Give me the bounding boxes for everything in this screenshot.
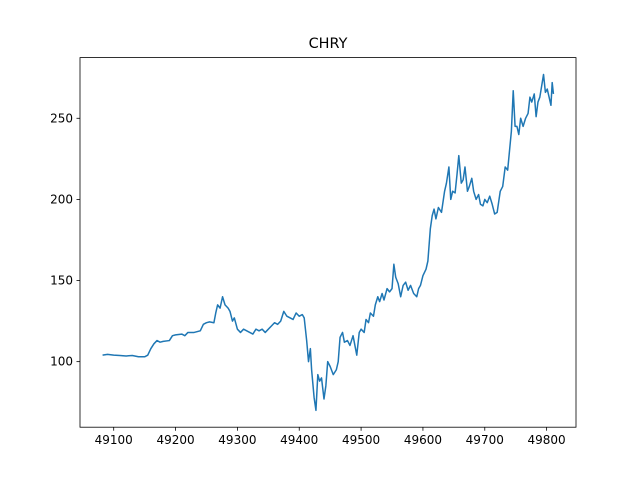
y-tick-label: 150	[50, 274, 73, 288]
x-tick-label: 49200	[156, 433, 194, 447]
y-tick-label: 200	[50, 192, 73, 206]
x-tick-label: 49300	[218, 433, 256, 447]
x-tick-label: 49100	[95, 433, 133, 447]
x-tick-label: 49700	[466, 433, 504, 447]
chart-title: CHRY	[309, 36, 348, 52]
x-tick-label: 49800	[528, 433, 566, 447]
x-tick-label: 49400	[280, 433, 318, 447]
y-tick-label: 250	[50, 111, 73, 125]
y-tick-label: 100	[50, 355, 73, 369]
x-tick-label: 49500	[342, 433, 380, 447]
axes-frame	[79, 57, 577, 428]
data-line	[102, 73, 555, 412]
x-tick-label: 49600	[404, 433, 442, 447]
